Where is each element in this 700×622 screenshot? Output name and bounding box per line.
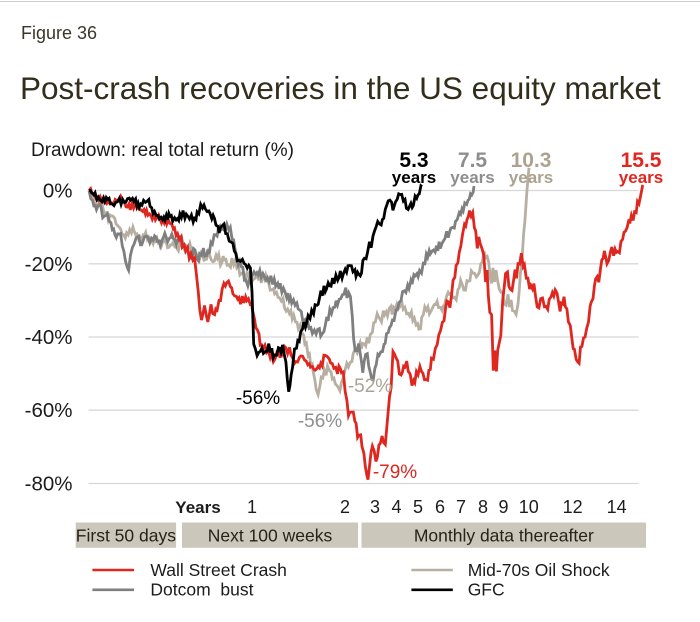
svg-text:Next 100 weeks: Next 100 weeks — [208, 526, 333, 546]
svg-text:-79%: -79% — [373, 462, 417, 483]
svg-text:15.5: 15.5 — [621, 149, 662, 172]
svg-text:years: years — [619, 168, 663, 187]
svg-text:2: 2 — [340, 497, 350, 517]
svg-text:8: 8 — [478, 497, 488, 517]
svg-text:4: 4 — [391, 497, 401, 517]
svg-text:years: years — [392, 168, 436, 187]
svg-text:Mid-70s Oil Shock: Mid-70s Oil Shock — [468, 560, 610, 580]
svg-text:10.3: 10.3 — [511, 149, 552, 172]
svg-text:years: years — [450, 168, 494, 187]
svg-text:5: 5 — [413, 497, 423, 517]
svg-text:5.3: 5.3 — [399, 149, 428, 172]
svg-text:-56%: -56% — [298, 411, 342, 432]
svg-text:First 50 days: First 50 days — [76, 526, 176, 546]
svg-text:1: 1 — [247, 497, 257, 517]
svg-text:Wall Street Crash: Wall Street Crash — [150, 560, 286, 580]
svg-text:10: 10 — [519, 497, 539, 517]
svg-text:GFC: GFC — [468, 580, 505, 600]
svg-text:Years: Years — [175, 498, 220, 517]
svg-text:-52%: -52% — [348, 376, 392, 397]
svg-text:-40%: -40% — [25, 326, 73, 349]
svg-text:9: 9 — [498, 497, 508, 517]
svg-text:years: years — [509, 168, 553, 187]
svg-text:-20%: -20% — [25, 253, 73, 276]
svg-text:7.5: 7.5 — [458, 149, 488, 172]
svg-text:12: 12 — [563, 497, 583, 517]
svg-text:6: 6 — [435, 497, 445, 517]
svg-text:14: 14 — [607, 497, 627, 517]
svg-text:-60%: -60% — [25, 399, 73, 422]
svg-text:0%: 0% — [43, 180, 73, 203]
svg-text:Dotcom bust: Dotcom bust — [150, 580, 253, 600]
svg-text:-56%: -56% — [236, 388, 280, 409]
svg-text:3: 3 — [370, 497, 380, 517]
svg-text:Monthly data thereafter: Monthly data thereafter — [414, 526, 594, 546]
svg-text:7: 7 — [456, 497, 466, 517]
svg-text:-80%: -80% — [25, 473, 73, 496]
